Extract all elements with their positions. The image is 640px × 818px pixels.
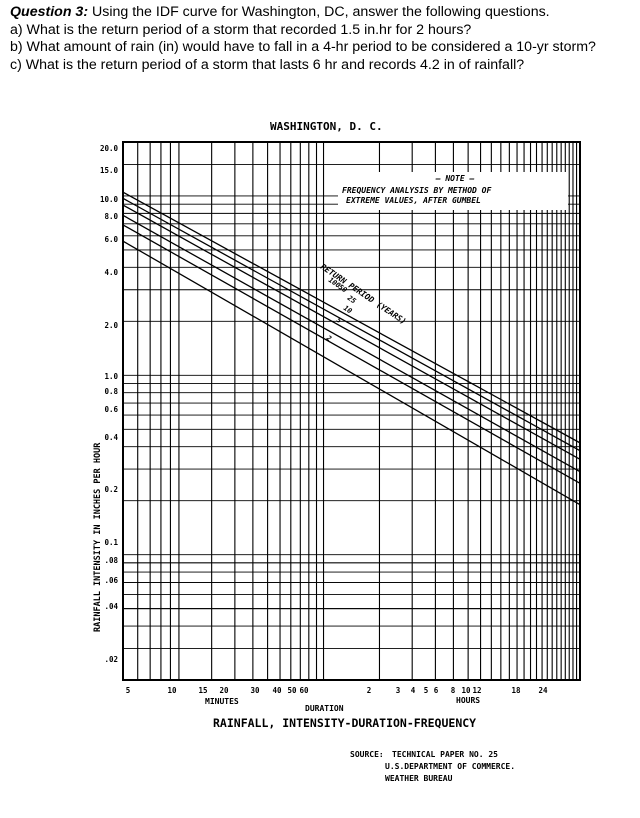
idf-curve-5 [122, 224, 581, 484]
idf-curve-2 [122, 240, 581, 506]
y-axis-label: RAINFALL INTENSITY IN INCHES PER HOUR [93, 442, 103, 632]
x-tick-label-hours: 6 [434, 686, 439, 695]
y-tick-label: 1.0 [104, 372, 118, 381]
y-tick-label: 6.0 [104, 235, 118, 244]
vertical-gridlines [122, 142, 581, 680]
idf-curve-50 [122, 197, 581, 452]
x-tick-label-minutes: 60 [299, 686, 309, 695]
y-tick-label: .02 [104, 655, 118, 664]
x-tick-label-minutes: 5 [126, 686, 131, 695]
idf-curve-10 [122, 214, 581, 473]
source-label: SOURCE: [350, 750, 384, 759]
y-tick-label: 20.0 [100, 144, 119, 153]
x-tick-label-minutes: 50 [287, 686, 297, 695]
x-tick-label-hours: 3 [396, 686, 401, 695]
question-part-c: c) What is the return period of a storm … [10, 56, 525, 73]
source-line2: U.S.DEPARTMENT OF COMMERCE. [385, 762, 515, 771]
x-tick-label-minutes: 40 [272, 686, 282, 695]
x-minutes-label: MINUTES [205, 697, 239, 706]
y-axis-ticks: 20.0 15.0 10.0 8.0 6.0 4.0 2.0 1.0 0.8 0.6 0.4 0.2 0… [100, 144, 119, 664]
y-tick-label: 8.0 [104, 212, 118, 221]
y-tick-label: 0.8 [104, 387, 118, 396]
y-tick-label: 0.2 [104, 485, 118, 494]
x-tick-label-hours: 8 [451, 686, 456, 695]
x-tick-label-minutes: 30 [250, 686, 260, 695]
y-tick-label: 2.0 [104, 321, 118, 330]
x-tick-label-hours: 5 [424, 686, 429, 695]
x-axis-label: DURATION [305, 704, 344, 713]
return-period-label: RETURN PERIOD (YEARS) [319, 262, 408, 326]
y-tick-label: 10.0 [100, 195, 119, 204]
x-tick-label-hours: 2 [367, 686, 372, 695]
x-hours-label: HOURS [456, 696, 480, 705]
curve-label: 50 [337, 283, 348, 294]
x-tick-label-minutes: 15 [198, 686, 207, 695]
y-tick-label: 0.6 [104, 405, 118, 414]
y-tick-label: .06 [104, 576, 118, 585]
y-tick-label: 4.0 [104, 268, 118, 277]
y-tick-label: .08 [104, 556, 118, 565]
curve-label: 2 [324, 333, 333, 343]
question-prompt: Using the IDF curve for Washington, DC, … [92, 4, 550, 20]
question-part-b: b) What amount of rain (in) would have t… [10, 39, 596, 55]
note-line2: EXTREME VALUES, AFTER GUMBEL [346, 196, 481, 205]
y-tick-label: .04 [104, 602, 118, 611]
question-block: Question 3: Using the IDF curve for Wash… [10, 4, 635, 74]
y-tick-label: 15.0 [100, 166, 119, 175]
y-tick-label: 0.1 [104, 538, 118, 547]
x-tick-label-hours: 18 [511, 686, 521, 695]
x-tick-label-minutes: 10 [167, 686, 177, 695]
question-label: Question 3: [10, 4, 89, 20]
source-line1: TECHNICAL PAPER NO. 25 [392, 750, 498, 759]
x-tick-label-hours: 24 [538, 686, 548, 695]
source-line3: WEATHER BUREAU [385, 774, 453, 783]
idf-curve-100 [122, 191, 581, 444]
question-heading: Question 3: Using the IDF curve for Wash… [10, 4, 635, 22]
x-tick-label-hours: 4 [411, 686, 416, 695]
idf-curves [122, 191, 581, 506]
plot-frame [122, 141, 581, 681]
note-box [338, 172, 568, 210]
return-period-annotation: RETURN PERIOD (YEARS) [319, 262, 408, 326]
x-tick-label-hours: 10 [461, 686, 471, 695]
chart-title: WASHINGTON, D. C. [270, 120, 383, 133]
idf-curve-25 [122, 204, 581, 460]
x-tick-label-hours: 12 [472, 686, 481, 695]
curve-label: 5 [335, 316, 343, 325]
y-tick-label: 0.4 [104, 433, 118, 442]
curve-label: 10 [342, 304, 353, 315]
chart-caption: RAINFALL, INTENSITY-DURATION-FREQUENCY [213, 716, 476, 730]
curve-label: 25 [345, 293, 357, 305]
x-tick-label-minutes: 20 [219, 686, 229, 695]
question-part-a: a) What is the return period of a storm … [10, 21, 472, 38]
horizontal-gridlines [123, 141, 580, 681]
note-heading: — NOTE — [435, 174, 475, 183]
x-axis-ticks: 5 10 15 20 30 40 50 60 2 3 4 5 6 8 10 12 18 24 [126, 686, 548, 695]
note-line1: FREQUENCY ANALYSIS BY METHOD OF [342, 186, 491, 195]
